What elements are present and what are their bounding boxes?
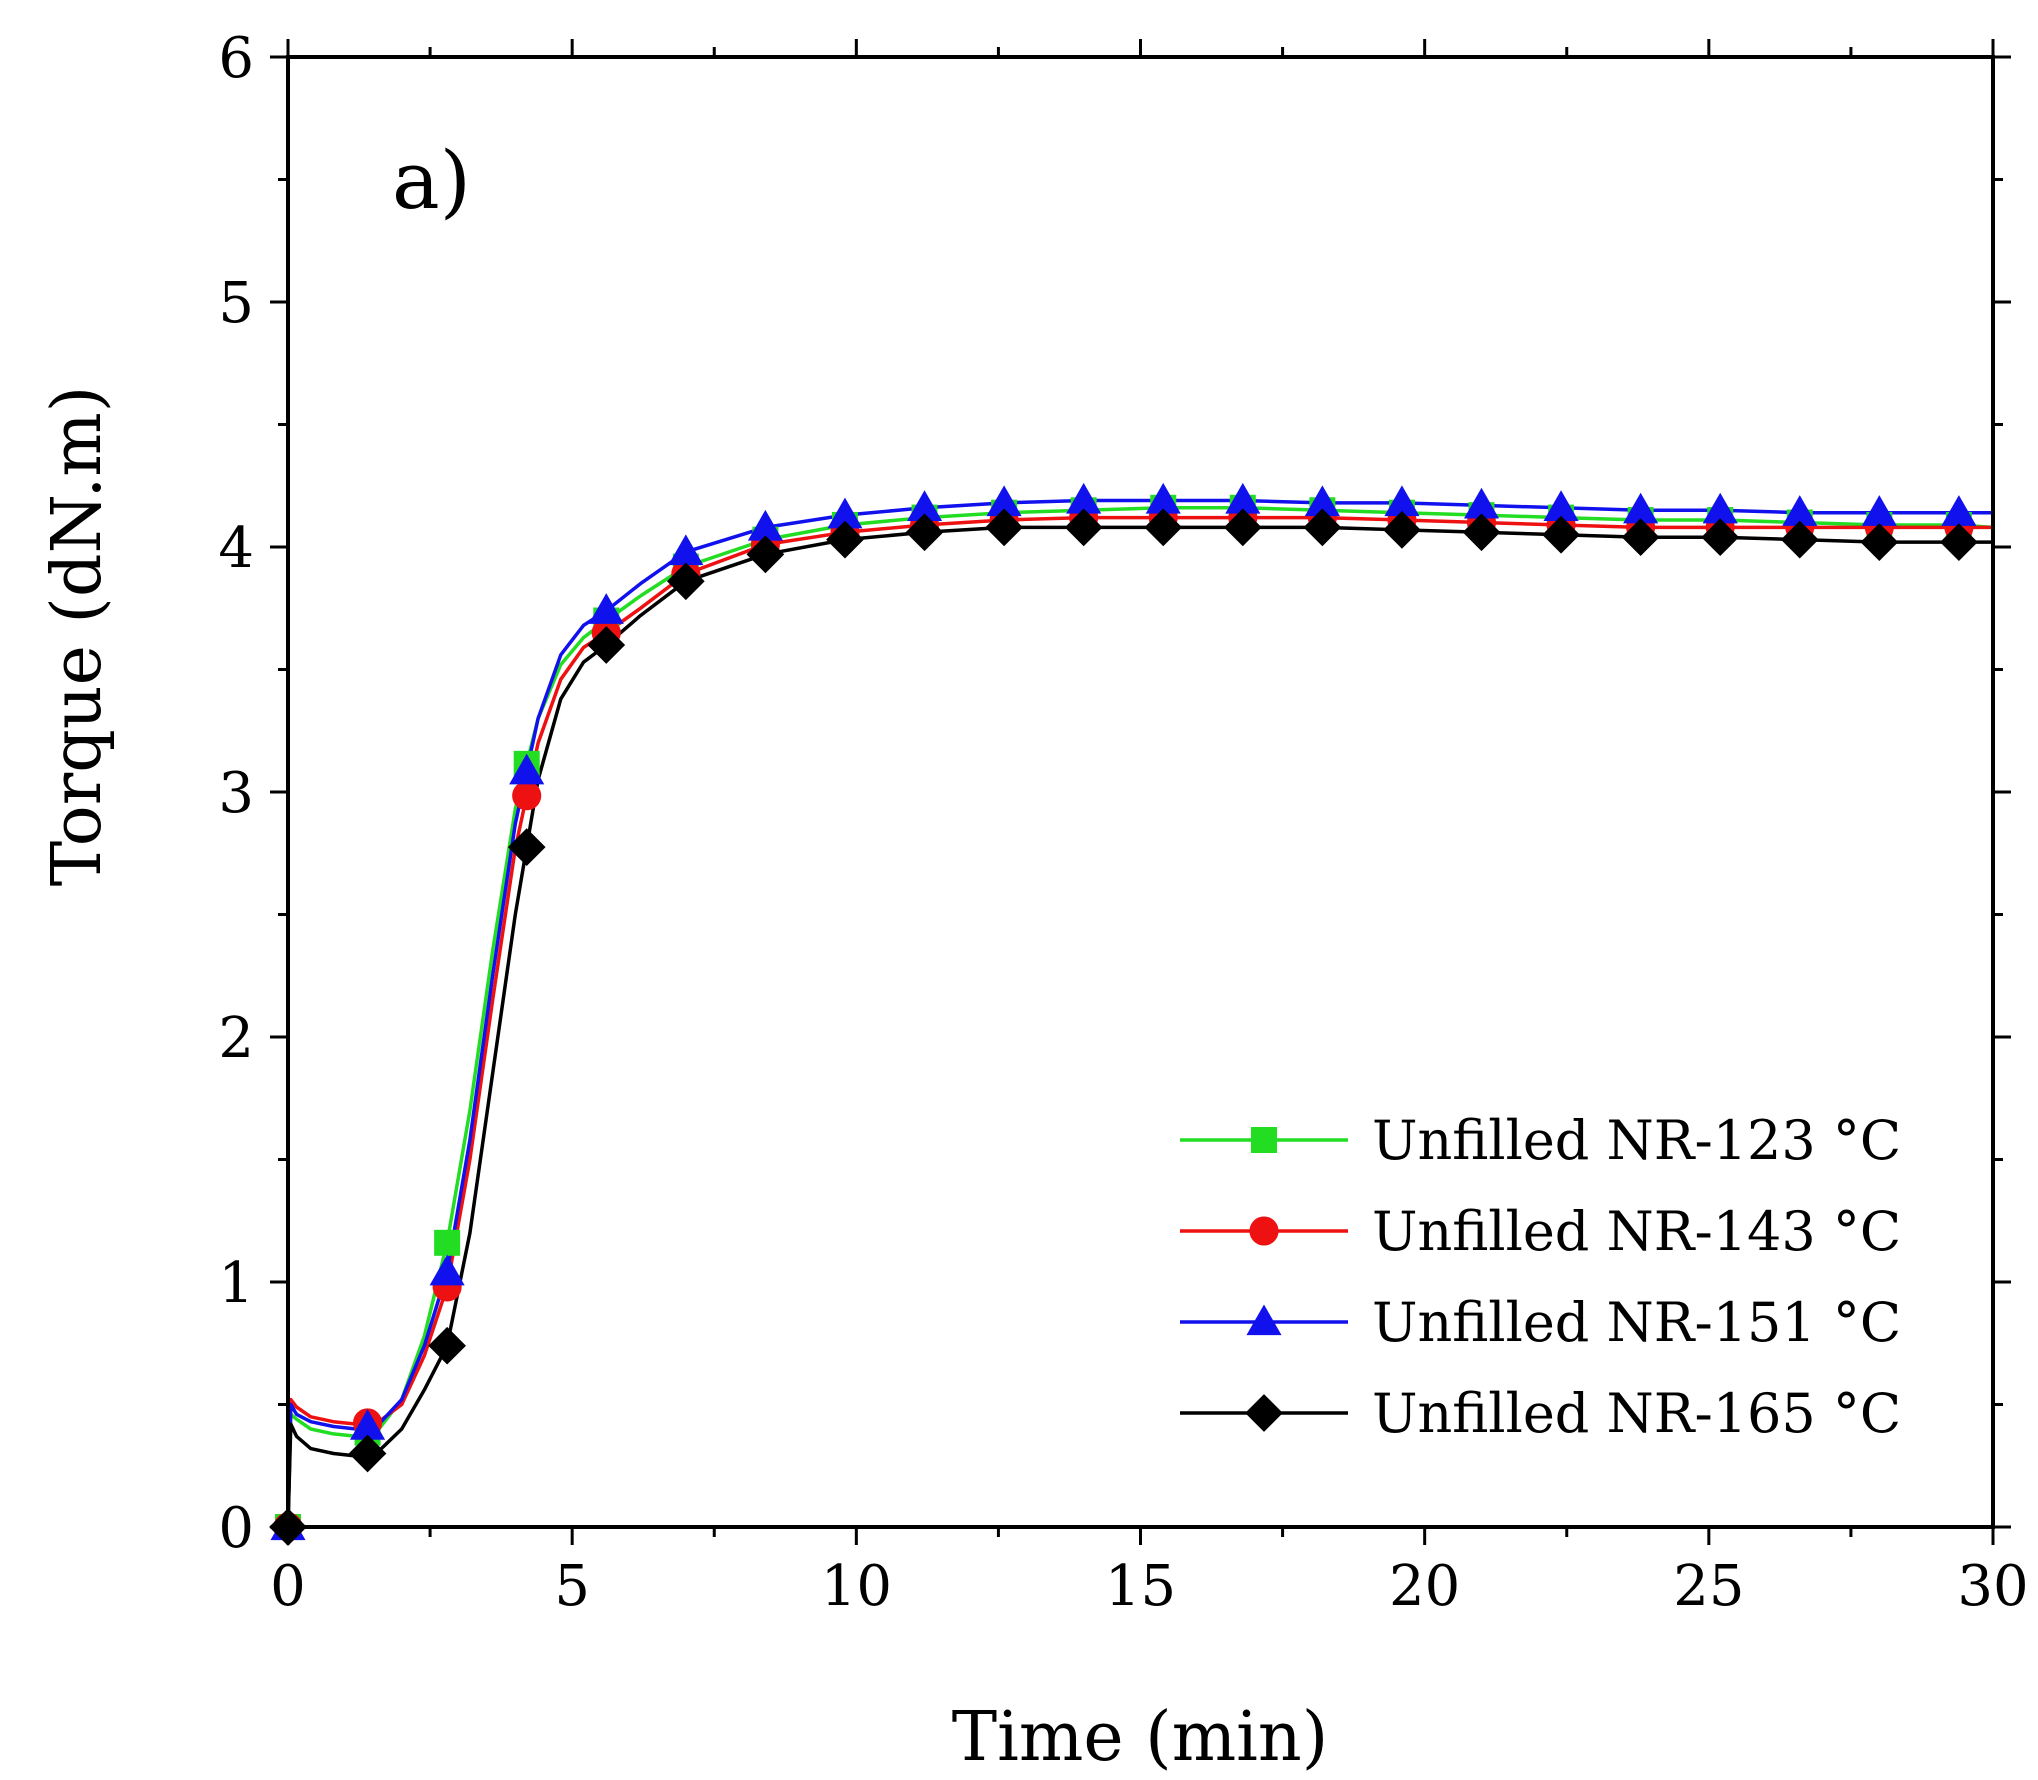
series-3-point xyxy=(827,497,863,529)
y-tick-label: 2 xyxy=(218,1006,254,1071)
series-markers xyxy=(269,482,1978,1546)
series-4-point xyxy=(1940,523,1978,561)
series-4-point xyxy=(666,562,705,601)
panel-label: a) xyxy=(392,134,471,227)
series-3-point xyxy=(986,485,1022,517)
series-4-point xyxy=(1542,515,1580,554)
x-tick-label: 5 xyxy=(554,1554,590,1619)
x-tick-label: 15 xyxy=(1105,1554,1176,1619)
series-3-point xyxy=(1225,482,1261,514)
legend-label-4: Unfilled NR-165 °C xyxy=(1372,1382,1901,1445)
series-1-point xyxy=(434,1229,461,1256)
series-3-point xyxy=(1941,495,1977,526)
series-4-point xyxy=(1383,511,1421,549)
legend-label-2: Unfilled NR-143 °C xyxy=(1372,1200,1901,1263)
series-3-point xyxy=(1145,482,1181,514)
series-4-point xyxy=(985,508,1023,547)
x-axis-title: Time (min) xyxy=(952,1698,1329,1777)
series-3-point xyxy=(668,534,704,566)
y-tick-label: 4 xyxy=(218,516,254,581)
series-3-point xyxy=(1384,485,1420,517)
y-tick-label: 0 xyxy=(218,1496,254,1561)
series-3-point xyxy=(1702,492,1738,524)
y-axis-title: Torque (dN.m) xyxy=(38,386,117,887)
axis-tick-labels: 0 5 10 15 20 25 30 0 1 2 3 4 5 6 xyxy=(218,26,2028,1619)
legend-marker-3 xyxy=(1246,1304,1282,1336)
series-4-point xyxy=(1701,518,1740,557)
series-3-point xyxy=(1623,492,1659,524)
series-4-point xyxy=(1780,520,1819,559)
series-4-point xyxy=(905,513,944,552)
legend: Unfilled NR-123 °C Unfilled NR-143 °C Unfi… xyxy=(1180,1109,1901,1445)
series-3-point xyxy=(588,593,624,624)
legend-marker-4 xyxy=(1245,1394,1283,1432)
y-tick-label: 6 xyxy=(218,26,254,91)
series-4-point xyxy=(826,520,864,559)
series-4-point xyxy=(428,1326,466,1365)
legend-marker-1 xyxy=(1251,1127,1277,1153)
x-tick-label: 0 xyxy=(270,1554,306,1619)
series-3-point xyxy=(1066,482,1102,514)
series-3-point xyxy=(1543,490,1579,521)
series-3-point xyxy=(350,1409,386,1440)
legend-label-1: Unfilled NR-123 °C xyxy=(1372,1109,1901,1172)
x-tick-label: 25 xyxy=(1673,1554,1744,1619)
legend-label-3: Unfilled NR-151 °C xyxy=(1372,1291,1901,1354)
series-3-point xyxy=(906,490,943,521)
series-4-point xyxy=(587,626,626,664)
series-4-point xyxy=(1144,508,1183,547)
series-4-point xyxy=(1860,523,1899,561)
series-3-point xyxy=(747,509,783,541)
series-3-point xyxy=(509,753,545,785)
series-4-point xyxy=(1303,508,1342,547)
series-4-point xyxy=(1462,513,1501,552)
x-tick-label: 20 xyxy=(1389,1554,1460,1619)
series-3-point xyxy=(1463,487,1500,519)
series-4-point xyxy=(1621,518,1660,557)
series-3-point xyxy=(1304,485,1340,517)
series-2-point xyxy=(512,781,542,811)
y-tick-label: 1 xyxy=(218,1251,254,1316)
series-4-point xyxy=(1064,508,1103,547)
series-3-point xyxy=(1782,495,1818,526)
plot-frame xyxy=(286,55,1995,1529)
series-3-point xyxy=(429,1254,465,1286)
x-tick-label: 30 xyxy=(1957,1554,2028,1619)
series-4-point xyxy=(746,535,785,574)
series-4-point xyxy=(348,1434,387,1473)
y-tick-label: 5 xyxy=(218,271,254,336)
legend-marker-2 xyxy=(1249,1216,1279,1246)
series-4-point xyxy=(1223,508,1262,547)
series-4-point xyxy=(507,828,546,866)
series-3-point xyxy=(1861,495,1897,526)
y-tick-label: 3 xyxy=(218,761,254,826)
x-tick-label: 10 xyxy=(821,1554,892,1619)
